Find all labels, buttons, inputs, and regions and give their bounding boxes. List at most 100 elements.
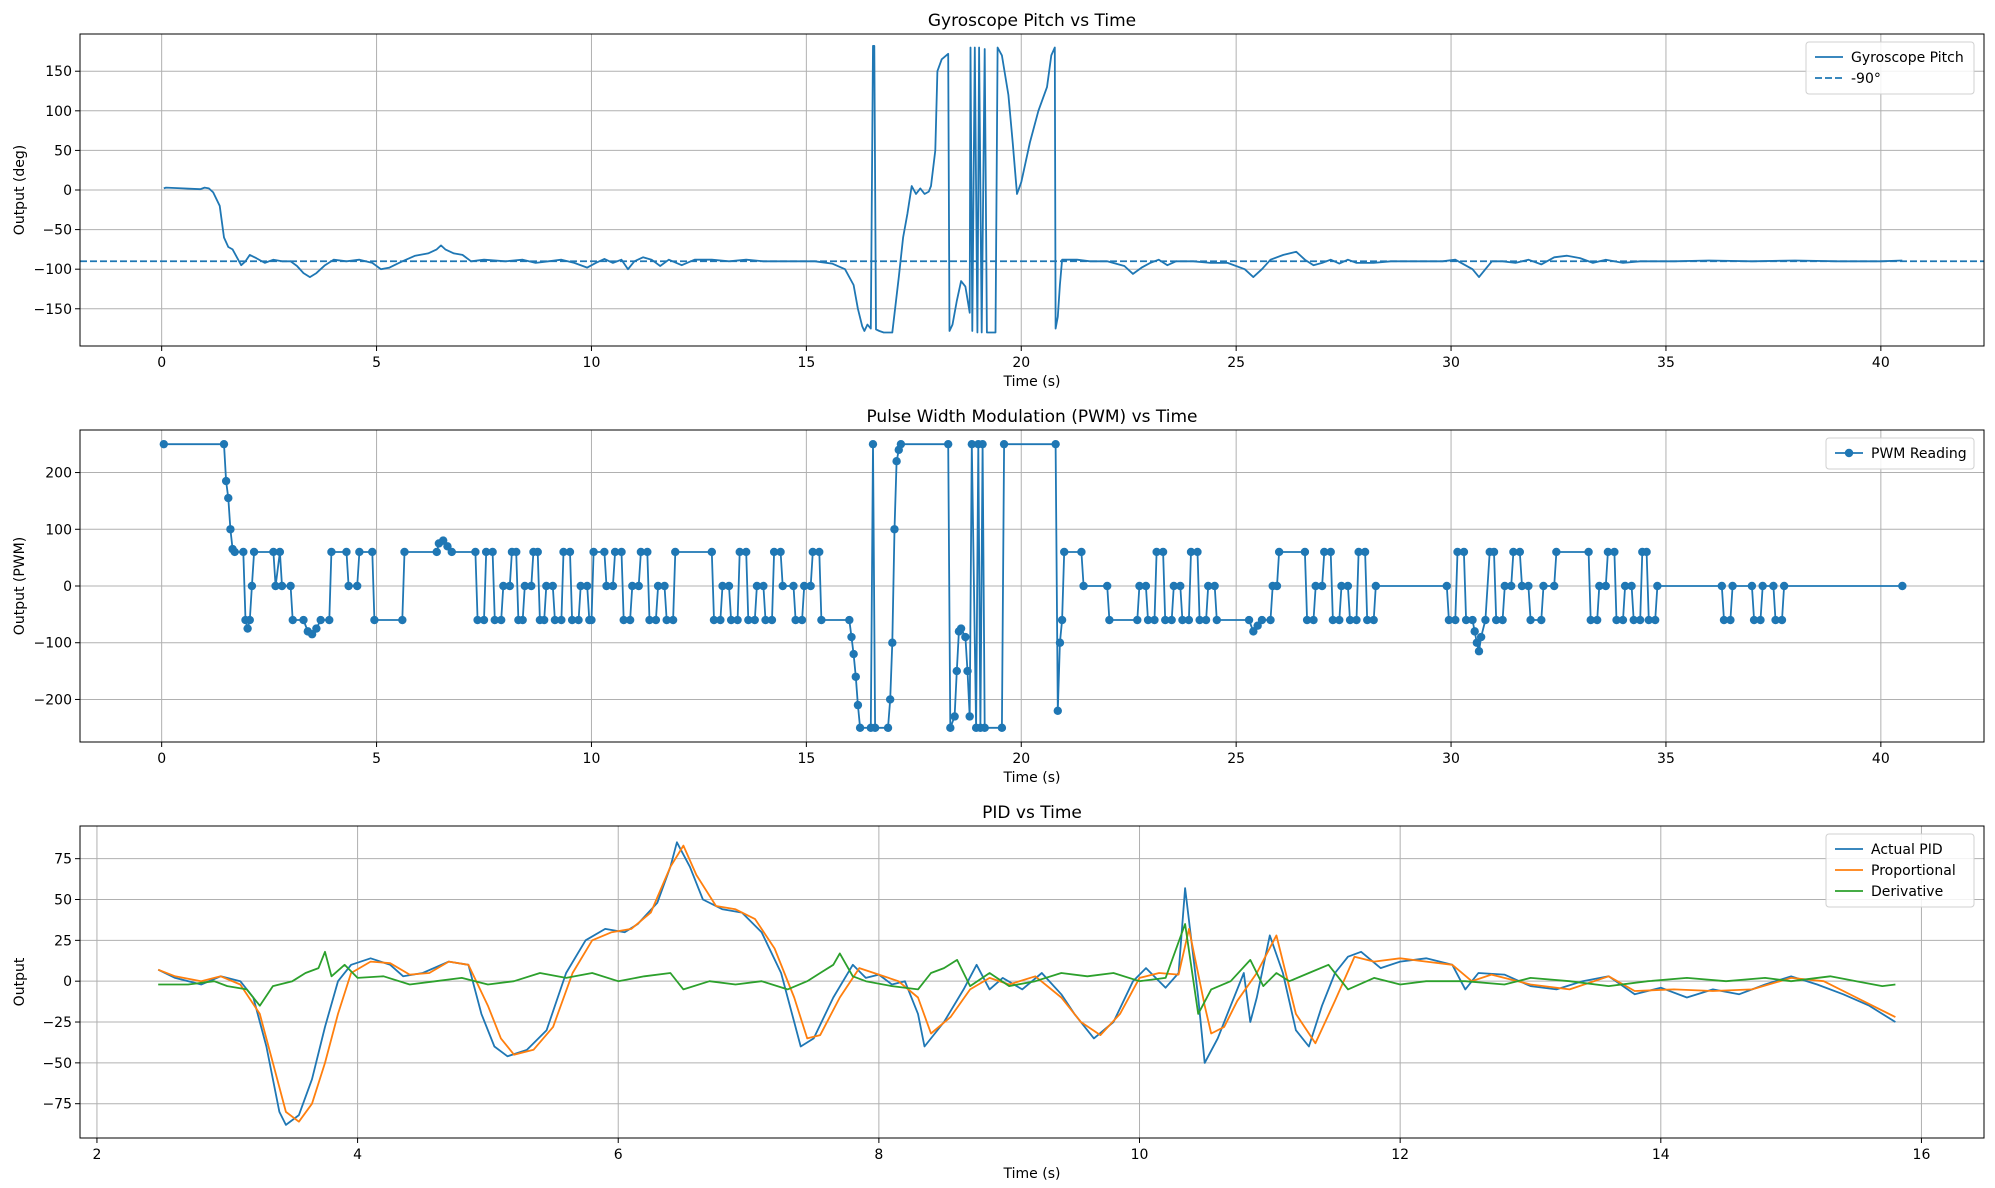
- data-point: [671, 547, 680, 557]
- legend-label: PWM Reading: [1871, 446, 1967, 462]
- x-tick-label: 35: [1657, 355, 1675, 371]
- data-point: [368, 547, 377, 557]
- x-tick-label: 0: [157, 355, 166, 371]
- data-point: [1898, 581, 1907, 591]
- data-point: [800, 581, 809, 591]
- data-point: [1053, 706, 1062, 715]
- data-point: [533, 547, 542, 557]
- data-point: [892, 457, 901, 466]
- data-point: [527, 581, 536, 591]
- legend-label: Proportional: [1871, 863, 1956, 879]
- data-point: [316, 615, 325, 625]
- legend-marker: [1844, 448, 1854, 458]
- data-point: [952, 666, 961, 676]
- data-point: [868, 439, 878, 449]
- data-point: [245, 615, 254, 625]
- data-point: [1470, 627, 1479, 636]
- data-point: [539, 615, 549, 625]
- data-point: [370, 615, 379, 625]
- data-point: [1244, 615, 1254, 625]
- data-point: [1728, 581, 1737, 591]
- legend-item: Proportional: [1835, 863, 1956, 879]
- x-tick-label: 15: [797, 355, 815, 371]
- y-tick-label: 50: [54, 143, 72, 159]
- data-point: [1756, 615, 1765, 625]
- y-tick-label: 0: [63, 183, 72, 199]
- data-point: [1051, 439, 1060, 449]
- data-point: [1193, 547, 1202, 557]
- x-axis-label: Time (s): [1003, 374, 1061, 390]
- series-line-2: [157, 844, 1896, 1123]
- y-tick-label: −100: [34, 262, 72, 278]
- data-point: [1317, 581, 1327, 591]
- data-point: [608, 581, 618, 591]
- data-point: [660, 581, 669, 591]
- data-point: [668, 615, 678, 625]
- data-point: [1461, 615, 1471, 625]
- data-point: [447, 547, 456, 557]
- data-point: [602, 581, 611, 591]
- data-point: [946, 723, 955, 733]
- data-point: [271, 581, 280, 591]
- legend: PWM Reading: [1825, 437, 1975, 470]
- axes-frame: [79, 825, 1985, 1139]
- legend-box: [1825, 437, 1975, 470]
- data-point: [1326, 547, 1335, 557]
- data-point: [997, 723, 1007, 733]
- data-point: [965, 712, 974, 721]
- x-tick-label: 20: [1012, 355, 1030, 371]
- data-point: [1371, 581, 1381, 591]
- data-point: [576, 581, 585, 591]
- data-point: [1369, 615, 1378, 625]
- data-point: [1586, 615, 1595, 625]
- x-tick-label: 6: [614, 1147, 623, 1163]
- data-point: [1103, 581, 1112, 591]
- data-point: [1266, 615, 1275, 625]
- x-axis-label: Time (s): [1003, 1166, 1061, 1182]
- data-point: [956, 624, 966, 633]
- data-point: [1769, 581, 1778, 591]
- data-point: [1642, 547, 1651, 557]
- data-point: [230, 547, 239, 557]
- data-point: [224, 493, 233, 503]
- data-point: [1354, 547, 1363, 557]
- plot-area: [159, 439, 1907, 733]
- data-point: [400, 547, 409, 557]
- data-point: [1444, 615, 1454, 625]
- data-point: [275, 547, 285, 557]
- data-point: [610, 547, 620, 557]
- data-point: [1451, 615, 1460, 625]
- data-point: [1161, 615, 1170, 625]
- data-point: [1618, 615, 1628, 625]
- data-point: [520, 581, 530, 591]
- x-tick-label: 40: [1872, 355, 1890, 371]
- data-point: [1524, 581, 1533, 591]
- data-point: [1515, 547, 1525, 557]
- data-point: [1552, 547, 1561, 557]
- data-point: [159, 439, 169, 449]
- data-point: [883, 723, 893, 733]
- data-point: [617, 547, 626, 557]
- legend-item: Gyroscope Pitch: [1815, 50, 1964, 66]
- data-point: [1311, 581, 1320, 591]
- data-point: [286, 581, 295, 591]
- data-point: [716, 615, 725, 625]
- y-tick-label: −25: [42, 1015, 72, 1031]
- data-point: [1135, 581, 1144, 591]
- data-point: [226, 525, 235, 534]
- data-point: [1337, 581, 1346, 591]
- y-tick-label: −75: [42, 1097, 72, 1113]
- data-point: [1474, 647, 1484, 656]
- data-point: [1167, 615, 1176, 625]
- series-line-1: [157, 841, 1896, 1126]
- data-point: [634, 581, 643, 591]
- data-point: [587, 615, 596, 625]
- data-point: [1500, 581, 1509, 591]
- data-point: [288, 615, 297, 625]
- data-point: [565, 547, 575, 557]
- plot-area: [163, 45, 1903, 334]
- data-point: [505, 581, 514, 591]
- chart-title: Pulse Width Modulation (PWM) vs Time: [866, 407, 1197, 427]
- data-point: [1491, 615, 1501, 625]
- data-point: [1603, 547, 1613, 557]
